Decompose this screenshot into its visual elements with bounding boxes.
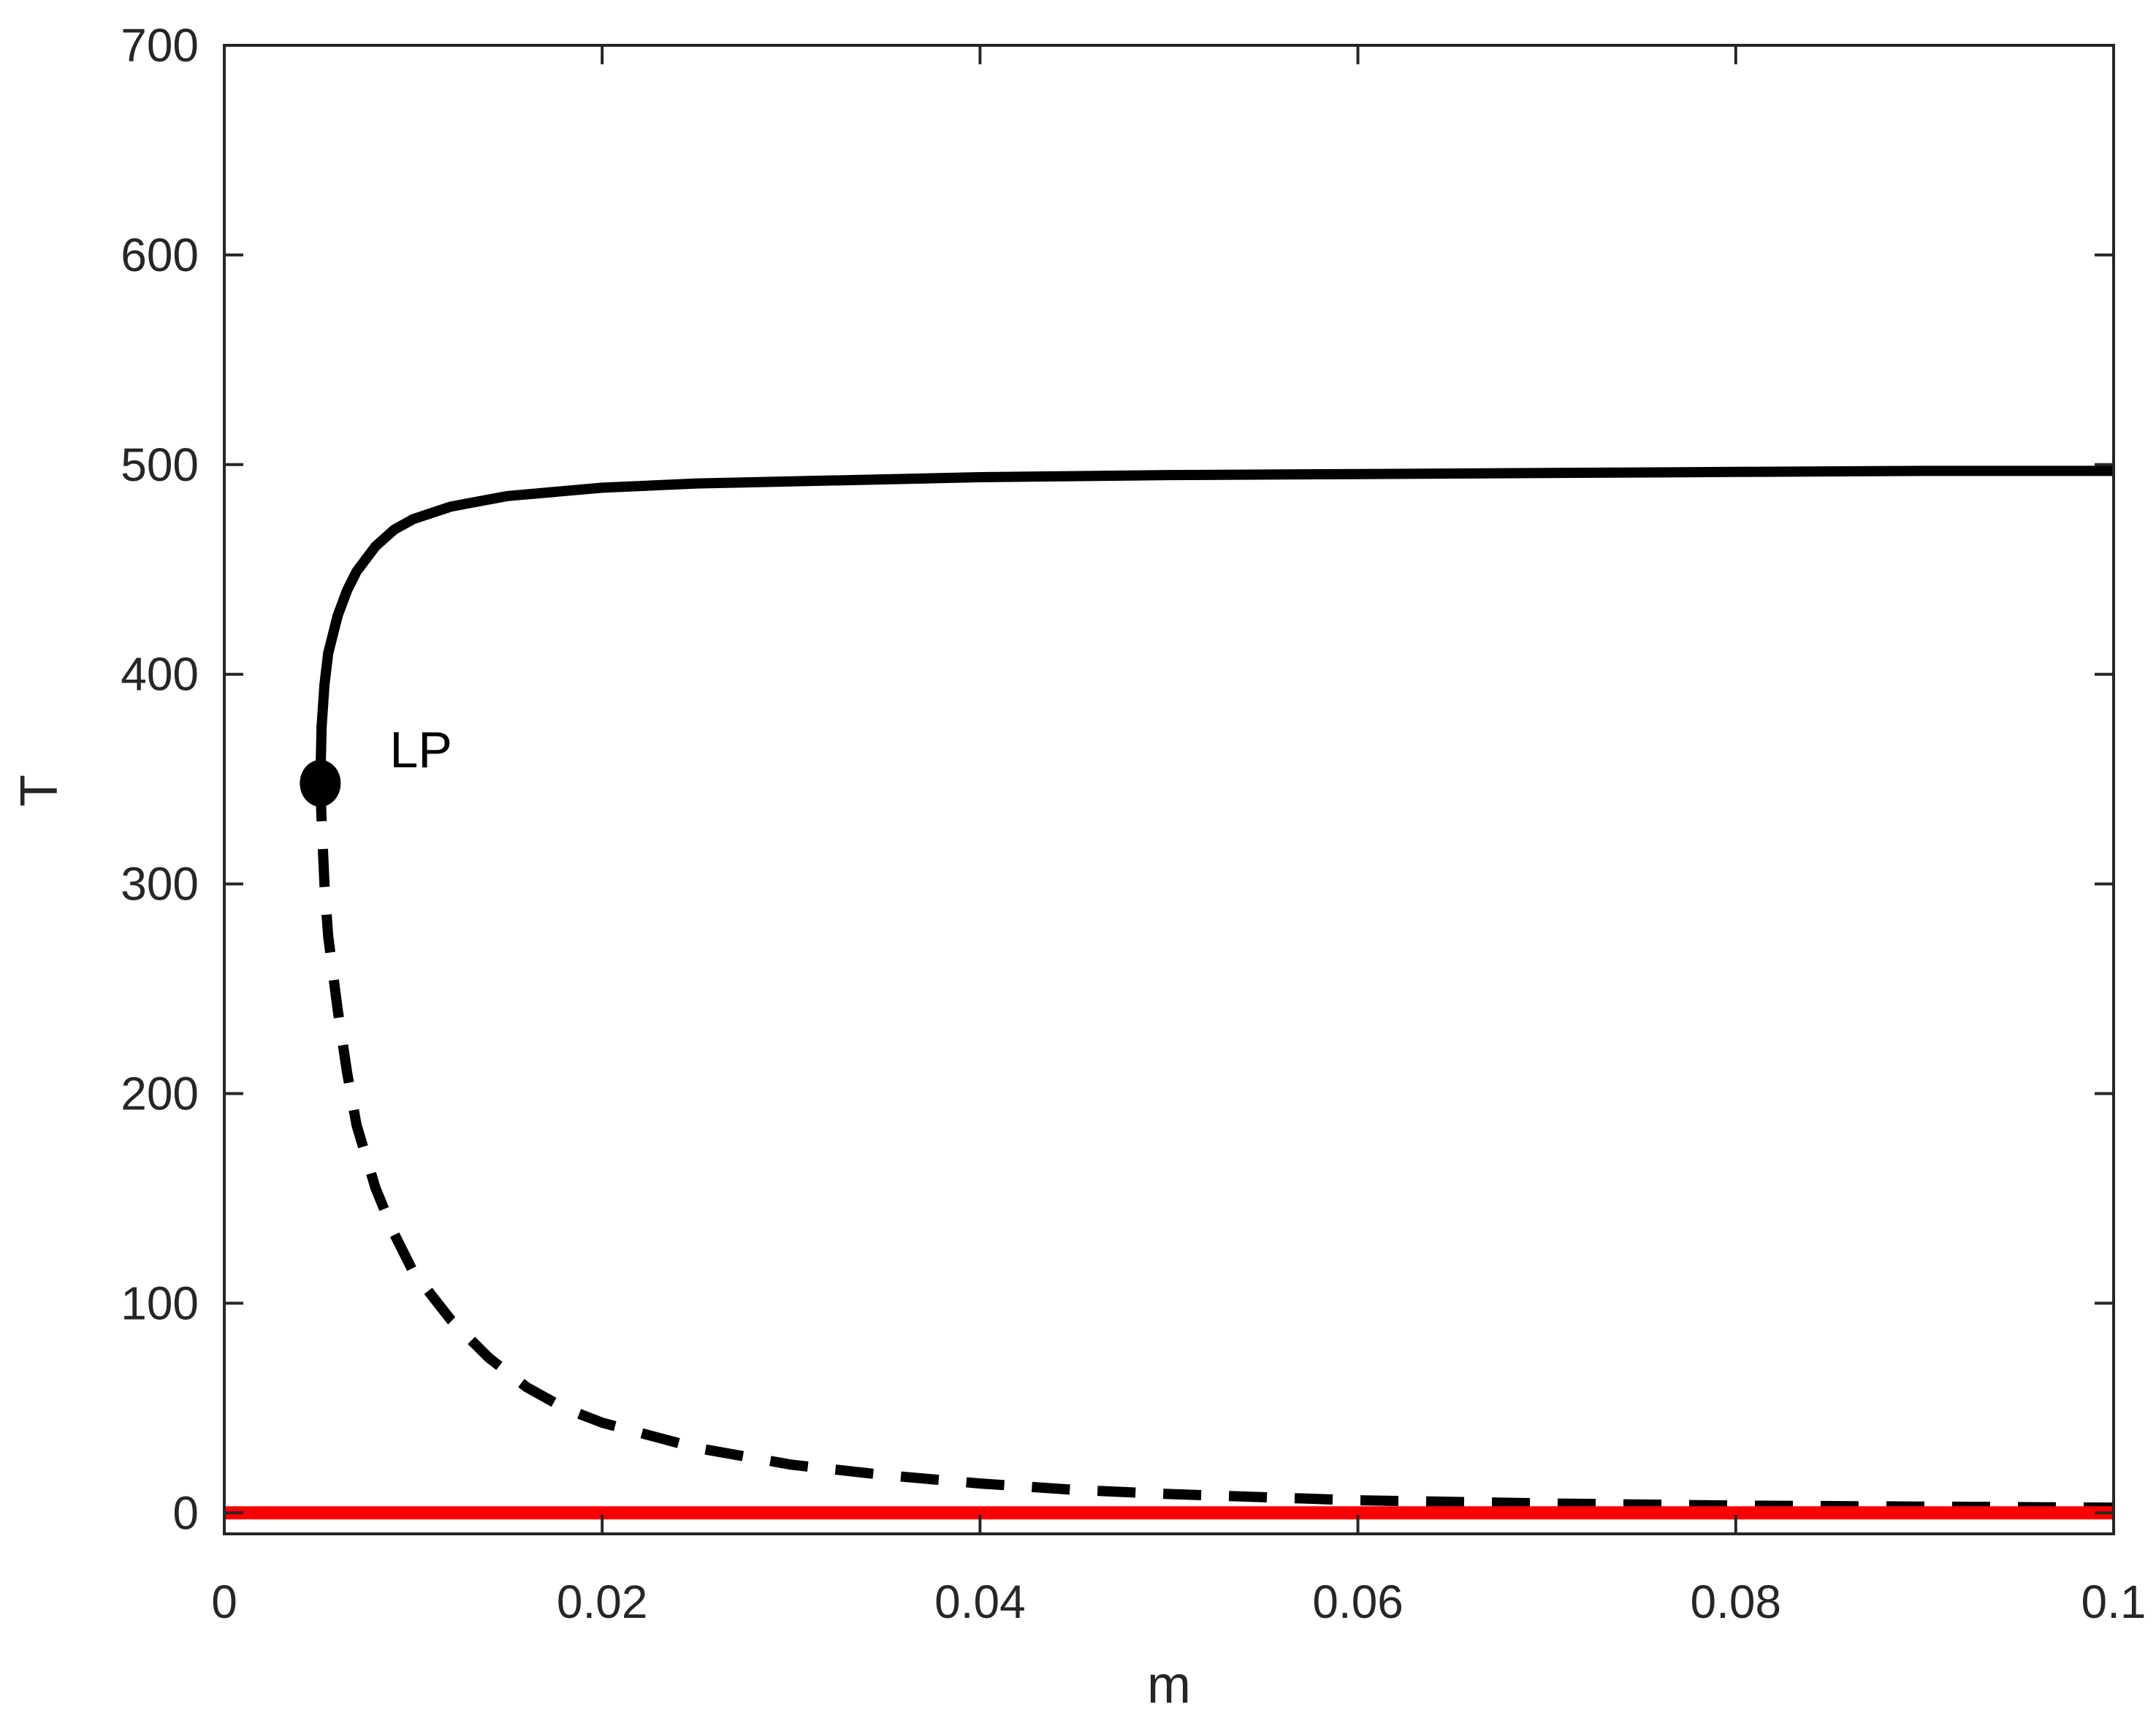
x-tick-label: 0.02 [557, 1576, 648, 1628]
y-tick-label: 400 [121, 648, 199, 701]
y-tick-label: 200 [121, 1068, 199, 1120]
markers-layer: LP [300, 721, 452, 807]
axes-layer: 0 0.02 0.04 0.06 0.08 0.1 0 100 200 300 400 500 600 7… [121, 19, 2146, 1628]
x-tick-label: 0.08 [1691, 1576, 1782, 1628]
x-tick-label: 0 [211, 1576, 237, 1628]
curves-layer [224, 465, 2114, 1520]
x-tick-label: 0.1 [2081, 1576, 2147, 1628]
x-tick-label: 0.06 [1312, 1576, 1403, 1628]
y-tick-label: 600 [121, 229, 199, 281]
y-tick-label: 100 [121, 1277, 199, 1329]
marker-point-0 [300, 759, 341, 807]
y-tick-label: 500 [121, 438, 199, 491]
y-tick-label: 0 [172, 1486, 199, 1539]
x-axis-label: m [1147, 1656, 1191, 1714]
series-line-0 [315, 465, 2114, 784]
axes-box [223, 44, 2115, 1535]
series-line-1-dashed [315, 783, 2114, 1513]
y-axis-label: T [10, 775, 69, 807]
x-tick-label: 0.04 [934, 1576, 1026, 1628]
marker-label-0: LP [389, 721, 452, 778]
y-tick-label: 700 [121, 19, 199, 72]
y-tick-label: 300 [121, 858, 199, 911]
